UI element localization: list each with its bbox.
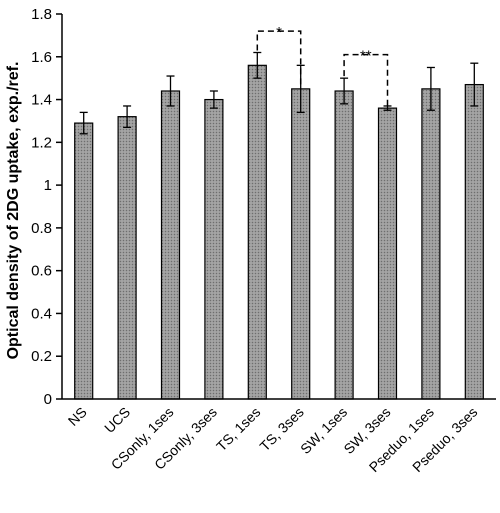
significance-brackets: *** — [256, 24, 389, 108]
significance-label: ** — [360, 48, 372, 65]
y-tick-label: 1.4 — [31, 92, 52, 109]
y-axis-ticks: 0 0.2 0.4 0.6 0.8 1 1.2 1.4 1.6 1.8 — [31, 6, 62, 408]
y-tick-label: 0.4 — [31, 305, 52, 322]
significance-bracket — [256, 30, 302, 88]
y-axis-title: Optical density of 2DG uptake, exp./ref. — [5, 62, 22, 360]
bar — [377, 107, 398, 400]
bar — [464, 83, 484, 400]
y-tick-label: 0 — [44, 391, 52, 408]
significance-label: * — [276, 24, 282, 41]
bar — [204, 98, 224, 400]
bar — [334, 90, 354, 400]
y-tick-label: 0.8 — [31, 220, 52, 237]
y-tick-label: 0.6 — [31, 263, 52, 280]
error-bars — [79, 51, 479, 135]
bar — [160, 90, 181, 400]
y-tick-label: 1.8 — [31, 6, 52, 23]
bars — [74, 64, 484, 400]
x-tick-label: SW, 1ses — [297, 404, 350, 457]
x-tick-label: UCS — [101, 404, 133, 436]
bar — [291, 88, 311, 400]
x-tick-label: TS, 1ses — [213, 404, 263, 454]
bar — [74, 122, 94, 400]
bar — [117, 116, 137, 400]
y-tick-label: 1.6 — [31, 49, 52, 66]
bar — [247, 64, 267, 400]
y-tick-label: 1.2 — [31, 134, 52, 151]
bar — [421, 88, 441, 400]
significance-bracket — [343, 53, 389, 108]
y-tick-label: 0.2 — [31, 348, 52, 365]
y-tick-label: 1 — [44, 177, 52, 194]
x-tick-label: NS — [65, 404, 90, 429]
